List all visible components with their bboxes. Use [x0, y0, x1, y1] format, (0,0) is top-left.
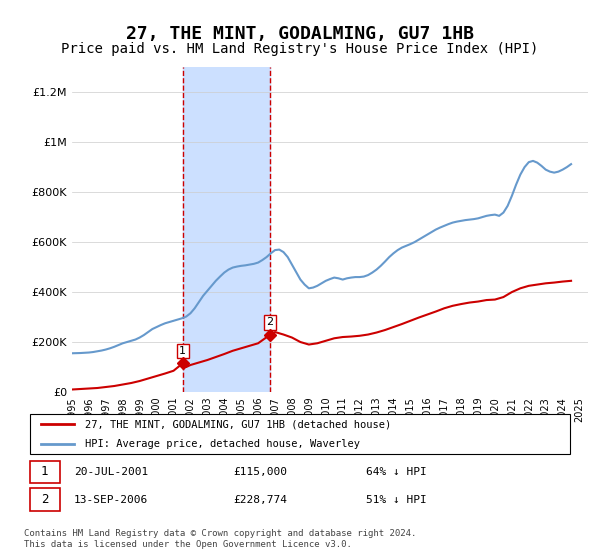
- Text: 27, THE MINT, GODALMING, GU7 1HB: 27, THE MINT, GODALMING, GU7 1HB: [126, 25, 474, 43]
- FancyBboxPatch shape: [29, 414, 571, 454]
- Text: Contains HM Land Registry data © Crown copyright and database right 2024.
This d: Contains HM Land Registry data © Crown c…: [24, 529, 416, 549]
- Text: Price paid vs. HM Land Registry's House Price Index (HPI): Price paid vs. HM Land Registry's House …: [61, 42, 539, 56]
- Text: 2: 2: [266, 318, 274, 328]
- Text: 27, THE MINT, GODALMING, GU7 1HB (detached house): 27, THE MINT, GODALMING, GU7 1HB (detach…: [85, 419, 391, 429]
- Bar: [183, 67, 270, 392]
- Text: £228,774: £228,774: [234, 494, 288, 505]
- Text: 51% ↓ HPI: 51% ↓ HPI: [366, 494, 427, 505]
- Text: 1: 1: [41, 465, 49, 478]
- FancyBboxPatch shape: [29, 488, 60, 511]
- Text: 13-SEP-2006: 13-SEP-2006: [74, 494, 148, 505]
- Text: 1: 1: [179, 346, 187, 356]
- Text: 2: 2: [41, 493, 49, 506]
- Text: 20-JUL-2001: 20-JUL-2001: [74, 467, 148, 477]
- Text: HPI: Average price, detached house, Waverley: HPI: Average price, detached house, Wave…: [85, 439, 360, 449]
- Text: 64% ↓ HPI: 64% ↓ HPI: [366, 467, 427, 477]
- Text: £115,000: £115,000: [234, 467, 288, 477]
- FancyBboxPatch shape: [29, 461, 60, 483]
